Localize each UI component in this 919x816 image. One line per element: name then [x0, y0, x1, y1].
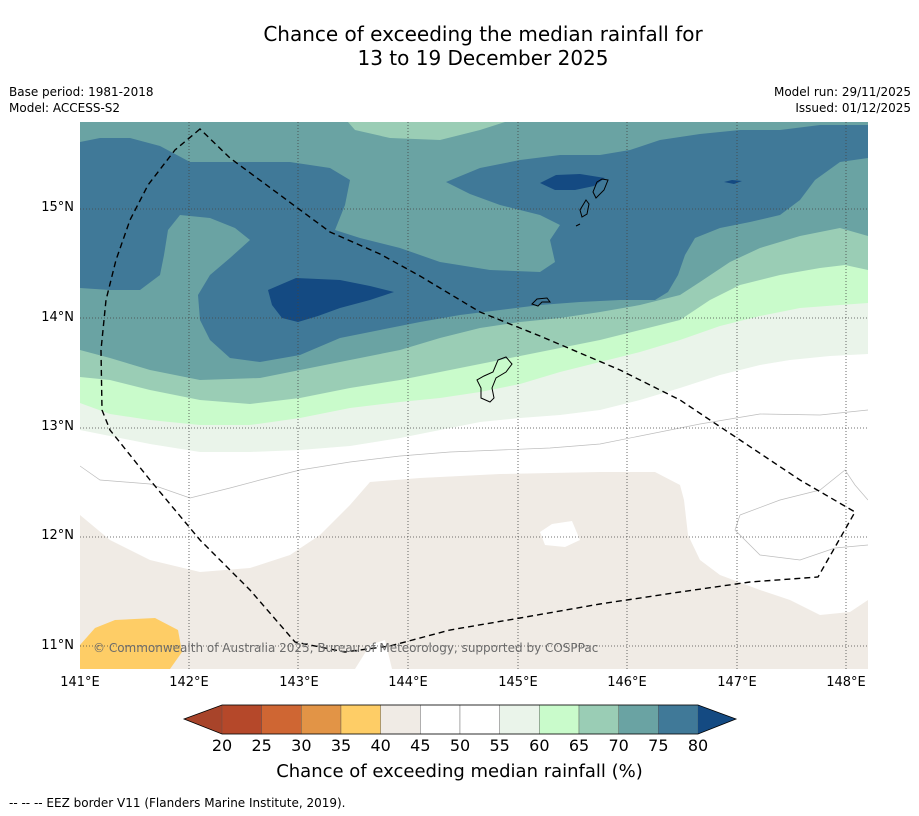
colorbar-under-arrow	[184, 705, 222, 734]
rainfall-field	[80, 122, 868, 669]
colorbar-cell-75-80	[658, 704, 699, 735]
colorbar-label-35: 35	[330, 736, 352, 755]
colorbar-cell-20-25	[221, 704, 262, 735]
islands	[476, 178, 609, 403]
contour-50-b	[734, 469, 868, 561]
eez-legend: -- -- -- EEZ border V11 (Flanders Marine…	[9, 796, 346, 810]
colorbar-label-25: 25	[251, 736, 272, 755]
copyright-notice: © Commonwealth of Australia 2025, Bureau…	[93, 641, 599, 655]
colorbar-label-50: 50	[449, 736, 471, 755]
band-45-55-island	[540, 521, 580, 547]
title-line-2: 13 to 19 December 2025	[357, 46, 609, 70]
y-tick-11N: 11°N	[41, 638, 74, 653]
colorbar-label-80: 80	[687, 736, 709, 755]
colorbar-over-arrow	[698, 705, 736, 734]
colorbar-label-55: 55	[489, 736, 510, 755]
colorbar-title: Chance of exceeding median rainfall (%)	[276, 761, 643, 782]
colorbar	[182, 704, 738, 735]
graticule	[80, 122, 868, 669]
colorbar-cell-70-75	[618, 704, 659, 735]
x-tick-146E: 146°E	[607, 675, 647, 690]
x-tick-147E: 147°E	[717, 675, 757, 690]
colorbar-label-70: 70	[608, 736, 629, 755]
island-saipan	[592, 178, 609, 199]
title-line-1: Chance of exceeding the median rainfall …	[263, 22, 703, 46]
x-tick-144E: 144°E	[388, 675, 428, 690]
colorbar-label-45: 45	[410, 736, 431, 755]
y-tick-13N: 13°N	[41, 419, 74, 434]
model-run: Model run: 29/11/2025	[773, 85, 911, 99]
eez-border	[100, 128, 856, 653]
colorbar-label-30: 30	[291, 736, 312, 755]
map-title: Chance of exceeding the median rainfall …	[0, 22, 919, 70]
colorbar-cell-50-55	[459, 704, 500, 735]
colorbar-cell-45-50	[420, 704, 461, 735]
island-rota	[531, 297, 551, 307]
colorbar-cell-35-40	[340, 704, 381, 735]
band-over-80-a	[268, 278, 394, 322]
y-tick-14N: 14°N	[41, 310, 74, 325]
x-tick-143E: 143°E	[279, 675, 319, 690]
contour-50	[80, 409, 868, 499]
island-aguijan	[575, 223, 581, 227]
issued-date: Issued: 01/12/2025	[795, 101, 911, 115]
x-tick-145E: 145°E	[498, 675, 538, 690]
x-tick-142E: 142°E	[169, 675, 209, 690]
colorbar-label-60: 60	[529, 736, 550, 755]
colorbar-cell-25-30	[261, 704, 302, 735]
band-over-80-c	[724, 180, 742, 184]
colorbar-label-75: 75	[648, 736, 669, 755]
colorbar-cell-60-65	[539, 704, 580, 735]
x-tick-141E: 141°E	[60, 675, 100, 690]
colorbar-cell-65-70	[578, 704, 619, 735]
island-tinian	[579, 199, 590, 218]
colorbar-cell-40-45	[380, 704, 421, 735]
y-tick-12N: 12°N	[41, 528, 74, 543]
x-tick-148E: 148°E	[826, 675, 866, 690]
colorbar-cell-30-35	[301, 704, 342, 735]
colorbar-cell-55-60	[499, 704, 540, 735]
colorbar-label-65: 65	[568, 736, 590, 755]
band-35-40	[80, 618, 182, 669]
colorbar-label-20: 20	[211, 736, 233, 755]
y-tick-15N: 15°N	[41, 200, 74, 215]
meta-right: Model run: 29/11/2025 Issued: 01/12/2025	[774, 84, 911, 116]
island-guam	[476, 356, 513, 403]
model-name: Model: ACCESS-S2	[9, 101, 121, 115]
base-period: Base period: 1981-2018	[9, 85, 154, 99]
meta-left: Base period: 1981-2018 Model: ACCESS-S2	[9, 84, 154, 116]
band-over-80-b	[540, 174, 605, 190]
colorbar-label-40: 40	[370, 736, 391, 755]
